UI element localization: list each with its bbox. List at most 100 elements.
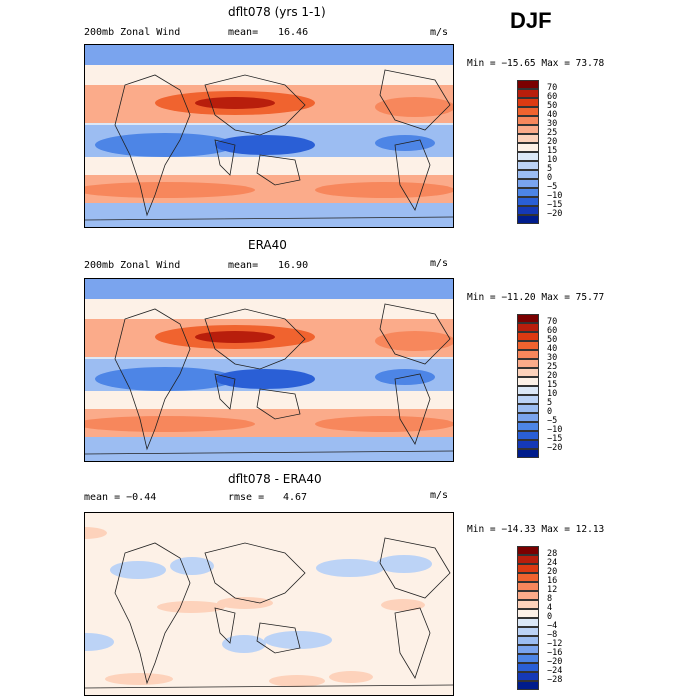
variable-label: 200mb Zonal Wind xyxy=(84,27,181,38)
colorbar-swatch xyxy=(517,386,539,395)
min-max-label: Min = −14.33 Max = 12.13 xyxy=(467,524,605,535)
anomaly-blob xyxy=(105,673,173,685)
colorbar-swatch xyxy=(517,395,539,404)
coastline xyxy=(85,684,453,689)
coastline xyxy=(204,308,306,370)
anomaly-blob xyxy=(316,559,384,577)
colorbar-swatch xyxy=(517,80,539,89)
anomaly-blob xyxy=(381,599,425,611)
colorbar-swatch xyxy=(517,627,539,636)
polar-band-north xyxy=(85,279,453,299)
colorbar-swatch xyxy=(517,116,539,125)
colorbar-tick-label: 5 xyxy=(547,398,553,408)
jet-atlantic xyxy=(375,97,453,117)
coastline xyxy=(394,607,431,679)
colorbar-tick-label: 60 xyxy=(547,92,558,102)
colorbar-tick-label: 0 xyxy=(547,173,553,183)
mean-value: 16.46 xyxy=(278,27,309,38)
colorbar-swatch xyxy=(517,573,539,582)
colorbar-swatch xyxy=(517,663,539,672)
colorbar-swatch xyxy=(517,413,539,422)
jet-atlantic xyxy=(375,331,453,351)
colorbar-swatch xyxy=(517,564,539,573)
colorbar-tick-label: 50 xyxy=(547,335,558,345)
colorbar-swatch xyxy=(517,161,539,170)
band xyxy=(85,157,453,175)
colorbar-tick-label: 10 xyxy=(547,155,558,165)
colorbar-tick-label: −5 xyxy=(547,416,558,426)
coastline xyxy=(214,607,236,644)
mean-label: mean = −0.44 xyxy=(84,492,157,503)
colorbar-tick-label: 4 xyxy=(547,603,553,613)
coastline xyxy=(114,308,191,451)
colorbar-tick-label: 40 xyxy=(547,344,558,354)
colorbar-swatch xyxy=(517,609,539,618)
colorbar-swatch xyxy=(517,681,539,690)
easterly-core xyxy=(215,369,315,389)
panel-title: dflt078 - ERA40 xyxy=(228,472,322,486)
min-max-label: Min = −11.20 Max = 75.77 xyxy=(467,292,605,303)
colorbar-swatch xyxy=(517,323,539,332)
colorbar-swatch xyxy=(517,206,539,215)
colorbar-tick-label: −20 xyxy=(547,209,563,219)
coastline xyxy=(204,74,306,136)
map-plot xyxy=(84,512,454,696)
min-max-label: Min = −15.65 Max = 73.78 xyxy=(467,58,605,69)
colorbar-swatch xyxy=(517,654,539,663)
colorbar-tick-label: 30 xyxy=(547,119,558,129)
colorbar-tick-label: −4 xyxy=(547,621,558,631)
coastline xyxy=(394,139,431,211)
colorbar-swatch xyxy=(517,125,539,134)
mean-value: 16.90 xyxy=(278,260,309,271)
units-label: m/s xyxy=(430,490,449,501)
colorbar-tick-label: 25 xyxy=(547,128,558,138)
colorbar-tick-label: −20 xyxy=(547,657,563,667)
colorbar-tick-label: 24 xyxy=(547,558,558,568)
colorbar: 70 60 50 40 30 25 20 15 10 5 0 −5 −10 −15 −20 xyxy=(517,314,562,458)
jet-max xyxy=(195,331,275,343)
colorbar-tick-label: 0 xyxy=(547,407,553,417)
colorbar-swatch xyxy=(517,89,539,98)
colorbar-tick-label: 20 xyxy=(547,567,558,577)
coastline xyxy=(394,373,431,445)
colorbar-swatch xyxy=(517,672,539,681)
coastline xyxy=(85,216,453,221)
colorbar-tick-label: 12 xyxy=(547,585,558,595)
colorbar-tick-label: −5 xyxy=(547,182,558,192)
jet-max xyxy=(195,97,275,109)
colorbar-tick-label: 20 xyxy=(547,371,558,381)
colorbar-tick-label: 8 xyxy=(547,594,553,604)
panel-title: dflt078 (yrs 1-1) xyxy=(228,5,326,19)
colorbar-tick-label: −16 xyxy=(547,648,563,658)
panel-title: ERA40 xyxy=(248,238,287,252)
colorbar-swatch xyxy=(517,404,539,413)
contour-map xyxy=(85,279,453,461)
colorbar-tick-label: −20 xyxy=(547,443,563,453)
colorbar-tick-label: 30 xyxy=(547,353,558,363)
colorbar-tick-label: 10 xyxy=(547,389,558,399)
colorbar-tick-label: 5 xyxy=(547,164,553,174)
colorbar-swatch xyxy=(517,332,539,341)
colorbar-swatch xyxy=(517,645,539,654)
colorbar-tick-label: −15 xyxy=(547,434,563,444)
rmse-value: 4.67 xyxy=(283,492,308,503)
mean-label: mean= xyxy=(228,260,259,271)
anomaly-blob xyxy=(222,635,266,653)
colorbar-tick-label: 15 xyxy=(547,146,558,156)
polar-band-south xyxy=(85,203,453,227)
colorbar-swatch xyxy=(517,422,539,431)
band xyxy=(85,299,453,319)
coastline xyxy=(214,373,236,410)
colorbar-swatch xyxy=(517,143,539,152)
colorbar-tick-label: 70 xyxy=(547,83,558,93)
anomaly-blob xyxy=(217,597,273,609)
colorbar-tick-label: −28 xyxy=(547,675,563,685)
season-label: DJF xyxy=(510,8,552,33)
easterly-core xyxy=(95,133,235,157)
colorbar-swatch xyxy=(517,314,539,323)
colorbar-tick-label: 0 xyxy=(547,612,553,622)
map-plot xyxy=(84,44,454,228)
anomaly-blob xyxy=(376,555,432,573)
coastline xyxy=(114,542,191,685)
colorbar-tick-label: 25 xyxy=(547,362,558,372)
